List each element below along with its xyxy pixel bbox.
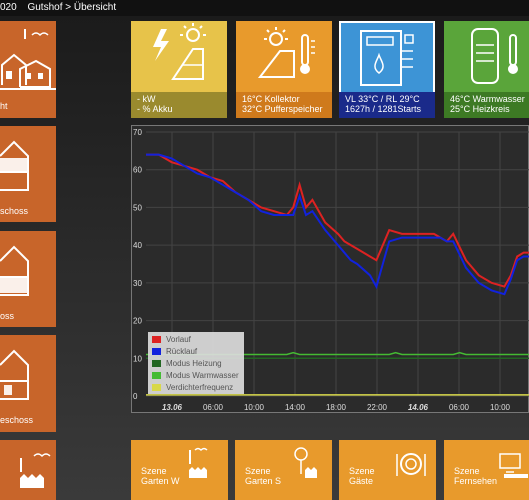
scene-prefix: Szene bbox=[454, 466, 480, 476]
breadcrumb: 020 Gutshof > Übersicht bbox=[0, 0, 116, 16]
series-line-moduswarmwasser bbox=[146, 351, 529, 356]
y-tick-label: 10 bbox=[133, 354, 142, 363]
x-tick-label: 10:00 bbox=[490, 403, 511, 412]
top-bar: 020 Gutshof > Übersicht bbox=[0, 0, 529, 16]
y-tick-label: 40 bbox=[133, 241, 142, 250]
breadcrumb-year: 020 bbox=[0, 2, 17, 13]
tile-band bbox=[131, 92, 227, 118]
tile-solar-thermal[interactable]: 16°C Kollektor 32°C Pufferspeicher bbox=[236, 21, 332, 118]
scene-label: Szene Garten W bbox=[141, 466, 180, 486]
breadcrumb-path: Gutshof > Übersicht bbox=[27, 2, 117, 13]
y-tick-label: 30 bbox=[133, 279, 142, 288]
side-tile-label: schoss bbox=[0, 206, 29, 216]
legend-label: Modus Heizung bbox=[166, 359, 222, 368]
y-tick-label: 70 bbox=[133, 128, 142, 137]
scene-garden-west-button[interactable]: Szene Garten W bbox=[131, 440, 228, 500]
collector-temp: 16°C Kollektor bbox=[242, 94, 300, 104]
tile-heat-pump[interactable]: VL 33°C / RL 29°C 1627h / 1281Starts bbox=[339, 21, 435, 118]
series-line-vorlauf bbox=[146, 153, 529, 288]
legend-label: Modus Warmwasser bbox=[166, 371, 239, 380]
scene-name: Fernsehen bbox=[454, 476, 498, 486]
y-tick-label: 50 bbox=[133, 203, 142, 212]
legend-swatch bbox=[152, 348, 161, 355]
legend-label: Rücklauf bbox=[166, 347, 198, 356]
side-tile-label: ht bbox=[0, 101, 8, 111]
scene-prefix: Szene bbox=[141, 466, 167, 476]
legend-label: Vorlauf bbox=[166, 335, 192, 344]
x-tick-label: 13.06 bbox=[162, 403, 183, 412]
legend-swatch bbox=[152, 384, 161, 391]
garden-icon bbox=[294, 447, 317, 478]
tile-band bbox=[339, 92, 435, 118]
tile-label: 16°C Kollektor 32°C Pufferspeicher bbox=[242, 94, 322, 114]
x-tick-label: 06:00 bbox=[203, 403, 224, 412]
scene-name: Gäste bbox=[349, 476, 374, 486]
scene-tv-button[interactable]: Szene Fernsehen bbox=[444, 440, 529, 500]
legend-label: Verdichterfrequenz bbox=[166, 383, 233, 392]
legend-swatch bbox=[152, 336, 161, 343]
flow-return-temp: VL 33°C / RL 29°C bbox=[345, 94, 420, 104]
house-icon bbox=[0, 29, 56, 90]
hot-water-temp: 46°C Warmwasser bbox=[450, 94, 525, 104]
buffer-temp: 32°C Pufferspeicher bbox=[242, 104, 323, 114]
y-tick-label: 60 bbox=[133, 166, 142, 175]
temperature-chart: 0 10 20 30 40 50 60 70 13.06 06:00 10:00 14:00 18:00… bbox=[131, 125, 529, 413]
pv-power-value: - kW bbox=[137, 94, 156, 104]
heat-pump-icon bbox=[360, 30, 414, 86]
scene-name: Garten W bbox=[141, 476, 180, 486]
chart-svg: 0 10 20 30 40 50 60 70 13.06 06:00 10:00 14:00 18:00… bbox=[133, 128, 529, 412]
tile-band bbox=[444, 92, 529, 118]
scene-name: Garten S bbox=[245, 476, 282, 486]
y-tick-label: 0 bbox=[133, 392, 138, 401]
x-tick-label: 14:00 bbox=[285, 403, 306, 412]
tile-floor-2[interactable]: oss bbox=[0, 231, 56, 327]
solar-collector-icon bbox=[257, 27, 315, 78]
scene-garden-south-button[interactable]: Szene Garten S bbox=[235, 440, 332, 500]
heating-circuit-temp: 25°C Heizkreis bbox=[450, 104, 510, 114]
scene-prefix: Szene bbox=[245, 466, 271, 476]
side-tile-label: eschoss bbox=[0, 415, 34, 425]
pv-battery-value: - % Akku bbox=[137, 104, 173, 114]
series-line-rcklauf bbox=[146, 153, 529, 296]
tile-floor-3[interactable]: eschoss bbox=[0, 335, 56, 432]
legend-swatch bbox=[152, 372, 161, 379]
scene-label: Szene Gäste bbox=[349, 466, 375, 486]
water-tank-icon bbox=[471, 28, 518, 84]
scene-guests-button[interactable]: Szene Gäste bbox=[339, 440, 436, 500]
tile-garden[interactable] bbox=[0, 440, 56, 500]
garden-icon bbox=[20, 453, 51, 488]
side-tile-label: oss bbox=[0, 311, 15, 321]
house-floor-icon bbox=[0, 349, 29, 400]
scene-label: Szene Garten S bbox=[245, 466, 281, 486]
x-tick-label: 10:00 bbox=[244, 403, 265, 412]
x-tick-label: 06:00 bbox=[449, 403, 470, 412]
x-tick-label: 14.06 bbox=[408, 403, 429, 412]
house-floor-icon bbox=[0, 140, 29, 191]
tile-floor-1[interactable]: schoss bbox=[0, 126, 56, 222]
dining-icon bbox=[396, 453, 426, 476]
tile-hot-water[interactable]: 46°C Warmwasser 25°C Heizkreis bbox=[444, 21, 529, 118]
tile-label: - kW - % Akku bbox=[137, 94, 173, 114]
house-floor-icon bbox=[0, 245, 29, 296]
legend-swatch bbox=[152, 360, 161, 367]
tile-label: 46°C Warmwasser 25°C Heizkreis bbox=[450, 94, 525, 114]
garden-icon bbox=[189, 447, 208, 478]
tile-band bbox=[236, 92, 332, 118]
x-tick-label: 18:00 bbox=[326, 403, 347, 412]
tile-photovoltaic[interactable]: - kW - % Akku bbox=[131, 21, 227, 118]
y-tick-label: 20 bbox=[133, 317, 142, 326]
scene-label: Szene Fernsehen bbox=[454, 466, 497, 486]
runtime-starts: 1627h / 1281Starts bbox=[345, 104, 422, 114]
tile-label: VL 33°C / RL 29°C 1627h / 1281Starts bbox=[345, 94, 421, 114]
tv-icon bbox=[499, 453, 528, 478]
scene-prefix: Szene bbox=[349, 466, 375, 476]
chart-legend bbox=[148, 332, 244, 394]
tile-house-overview[interactable]: ht bbox=[0, 21, 56, 118]
solar-panel-icon bbox=[153, 23, 206, 80]
x-tick-label: 22:00 bbox=[367, 403, 388, 412]
